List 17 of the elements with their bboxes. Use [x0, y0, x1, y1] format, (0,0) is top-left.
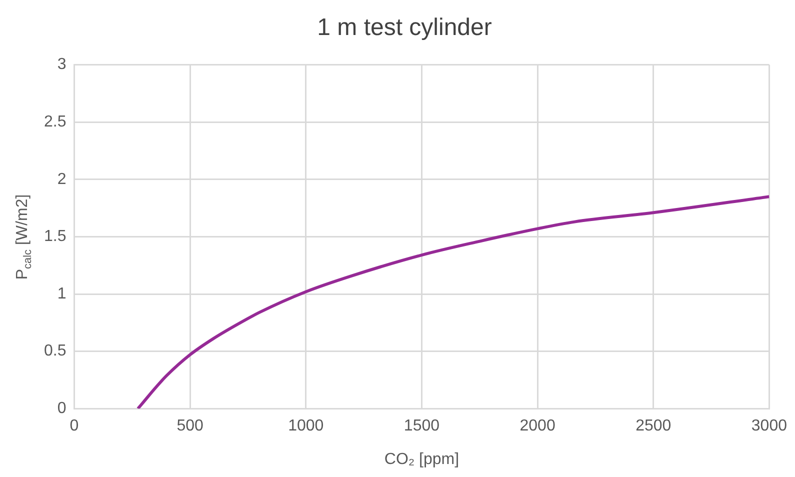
x-axis-title: CO₂ [ppm]: [384, 450, 460, 468]
y-tick-label: 1: [57, 285, 66, 302]
x-tick-label: 500: [176, 418, 204, 435]
y-tick-label: 0: [57, 400, 66, 418]
y-tick-label: 0.5: [44, 342, 66, 360]
x-tick-label: 1000: [288, 418, 324, 435]
chart-title: 1 m test cylinder: [317, 14, 492, 42]
y-tick-label: 1.5: [44, 228, 66, 246]
x-tick-label: 2000: [520, 418, 556, 435]
y-tick-label: 3: [57, 56, 66, 74]
x-tick-label: 2500: [636, 418, 672, 435]
y-tick-label: 2: [57, 170, 66, 188]
x-tick-label: 0: [70, 418, 79, 435]
x-tick-label: 1500: [404, 418, 440, 435]
line-series: [136, 195, 770, 409]
y-tick-label: 2.5: [44, 114, 66, 131]
x-tick-label: 3000: [751, 418, 788, 435]
